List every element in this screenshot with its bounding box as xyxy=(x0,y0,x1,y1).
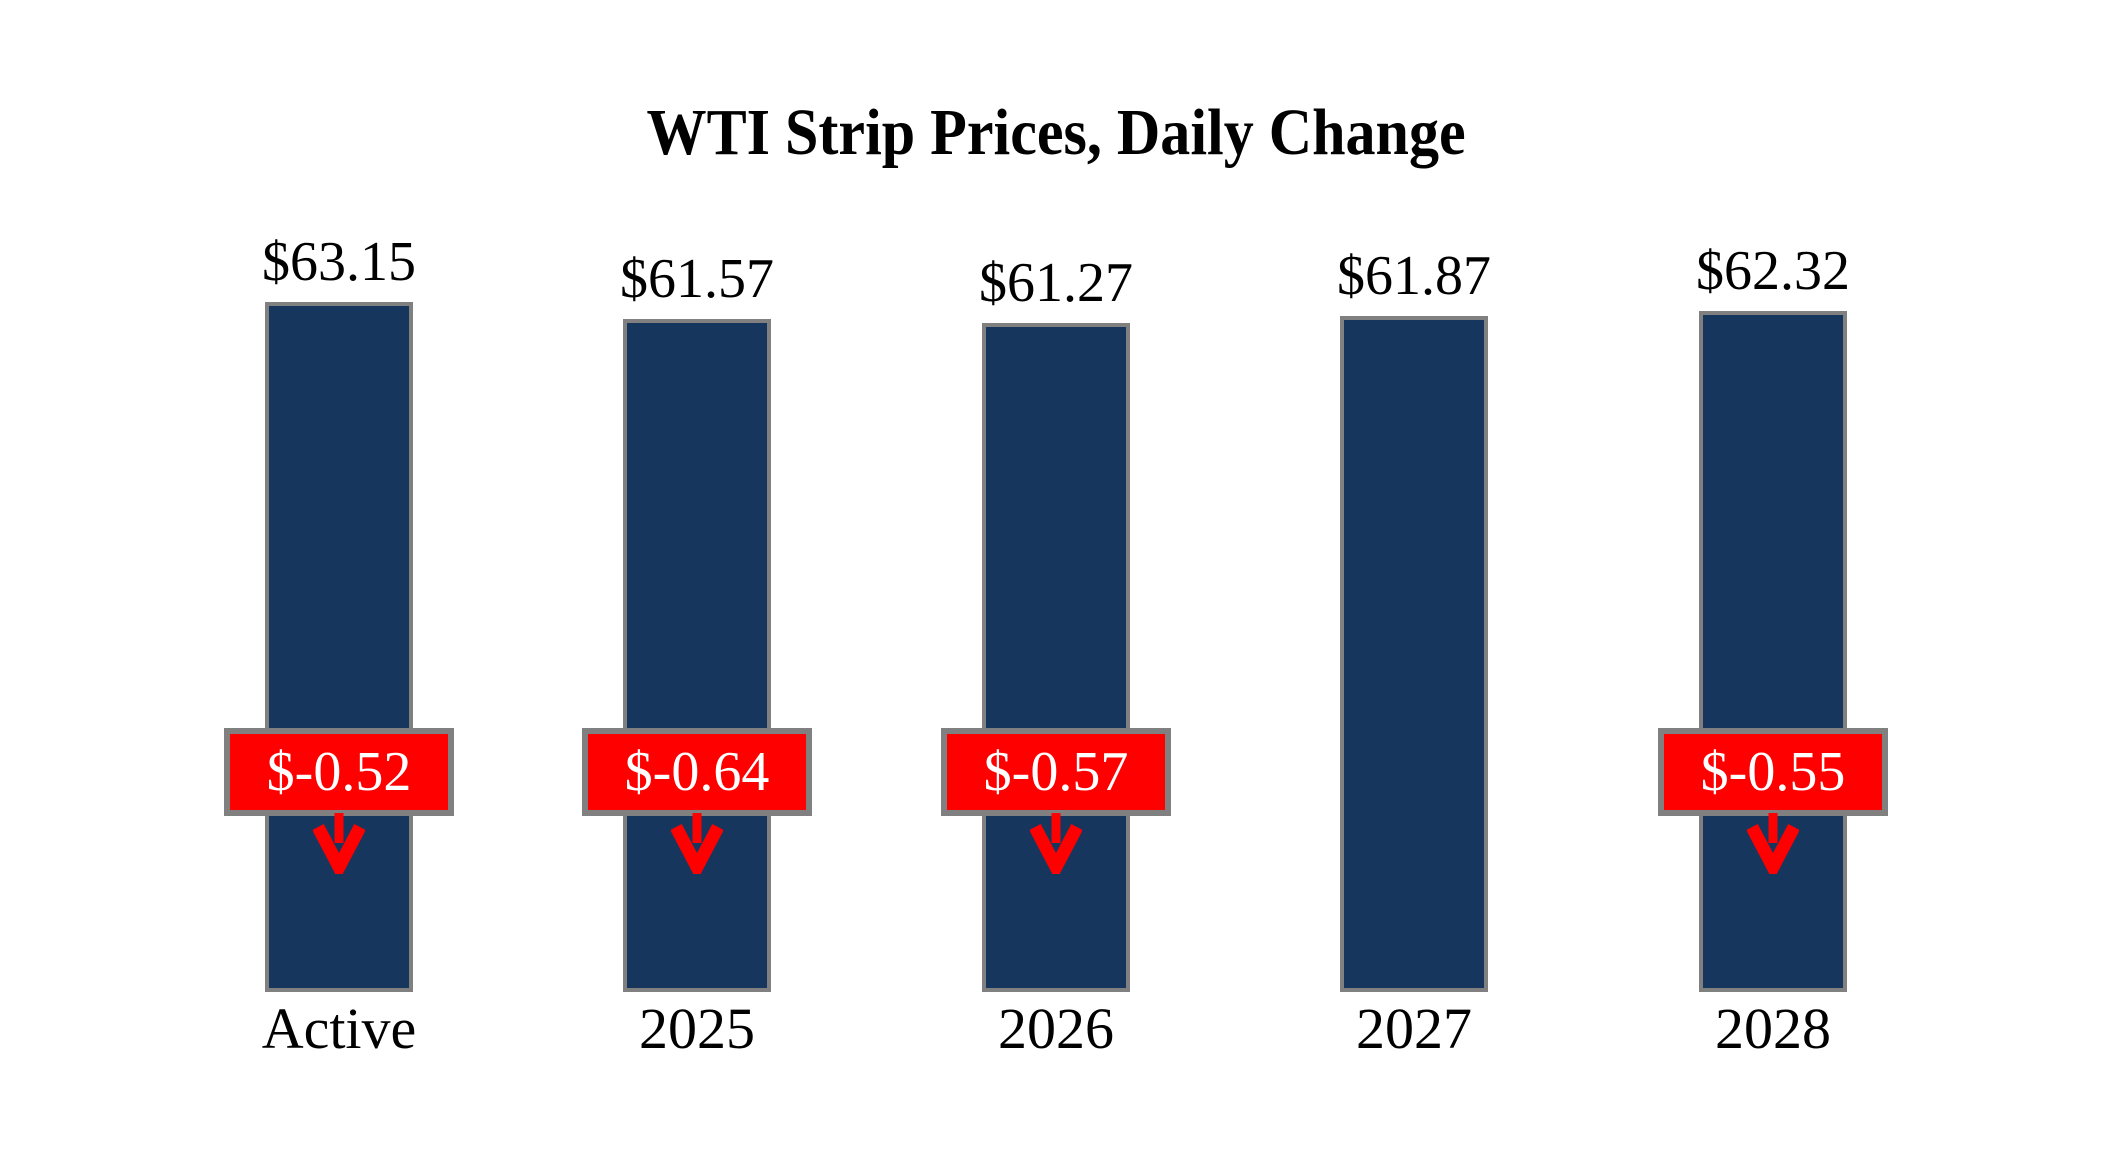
change-badge-label: $-0.57 xyxy=(983,741,1129,803)
bar xyxy=(982,323,1130,992)
change-badge-label: $-0.55 xyxy=(1700,741,1846,803)
bar-group: $61.27 $-0.57 2026 xyxy=(941,0,1171,1152)
x-axis-label: 2025 xyxy=(639,996,755,1061)
bar-group: $61.87 2027 xyxy=(1299,0,1529,1152)
chart-title-text: WTI Strip Prices, Daily Change xyxy=(646,96,1466,169)
change-badge: $-0.55 xyxy=(1658,728,1888,816)
down-arrow-icon xyxy=(312,812,366,881)
x-axis-label: Active xyxy=(261,996,417,1061)
change-badge: $-0.64 xyxy=(582,728,812,816)
bar-value-label: $61.57 xyxy=(620,248,774,310)
bar xyxy=(1699,311,1847,992)
change-badge-label: $-0.52 xyxy=(266,741,412,803)
bar-group: $62.32 $-0.55 2028 xyxy=(1658,0,1888,1152)
x-axis-label: 2028 xyxy=(1715,996,1831,1061)
change-badge: $-0.57 xyxy=(941,728,1171,816)
bar xyxy=(1340,316,1488,992)
change-badge: $-0.52 xyxy=(224,728,454,816)
bar-value-label: $61.87 xyxy=(1337,245,1491,307)
down-arrow-icon xyxy=(670,812,724,881)
bar-value-label: $61.27 xyxy=(979,252,1133,314)
bar-group: $63.15 $-0.52 Active xyxy=(224,0,454,1152)
bar-group: $61.57 $-0.64 2025 xyxy=(582,0,812,1152)
bar xyxy=(265,302,413,992)
down-arrow-icon xyxy=(1746,812,1800,881)
change-badge-label: $-0.64 xyxy=(624,741,770,803)
bar-value-label: $62.32 xyxy=(1696,240,1850,302)
x-axis-label: 2027 xyxy=(1356,996,1472,1061)
down-arrow-icon xyxy=(1029,812,1083,881)
chart-title: WTI Strip Prices, Daily Change xyxy=(0,98,2112,168)
x-axis-label: 2026 xyxy=(998,996,1114,1061)
bar-value-label: $63.15 xyxy=(262,231,416,293)
bar xyxy=(623,319,771,992)
